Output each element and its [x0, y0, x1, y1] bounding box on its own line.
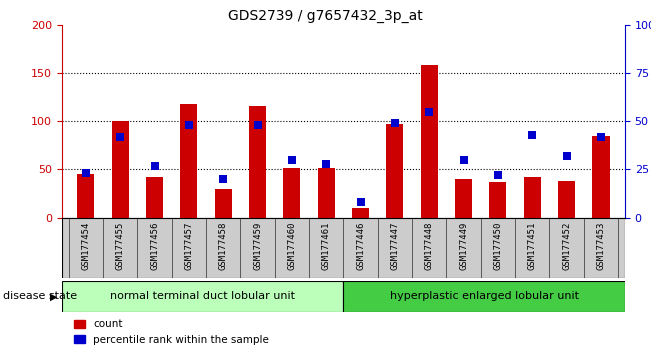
- Bar: [558, 181, 575, 218]
- Point: [81, 171, 91, 176]
- Point: [286, 157, 297, 163]
- Text: GSM177458: GSM177458: [219, 222, 228, 270]
- Bar: [62, 281, 343, 312]
- Point: [321, 161, 331, 166]
- Point: [149, 163, 159, 169]
- Bar: [249, 106, 266, 218]
- Bar: [62, 218, 625, 278]
- Text: GSM177453: GSM177453: [596, 222, 605, 270]
- Bar: [455, 179, 472, 218]
- Text: GSM177455: GSM177455: [116, 222, 125, 270]
- Text: GSM177451: GSM177451: [528, 222, 537, 270]
- Point: [253, 122, 263, 128]
- Text: disease state: disease state: [3, 291, 77, 302]
- Text: GSM177456: GSM177456: [150, 222, 159, 270]
- Text: GSM177460: GSM177460: [287, 222, 296, 270]
- Text: GSM177457: GSM177457: [184, 222, 193, 270]
- Point: [527, 132, 538, 138]
- Bar: [592, 136, 609, 218]
- Text: ▶: ▶: [50, 291, 58, 302]
- Text: GSM177450: GSM177450: [493, 222, 503, 270]
- Point: [115, 134, 126, 139]
- Bar: [111, 121, 129, 218]
- Point: [390, 120, 400, 126]
- Text: normal terminal duct lobular unit: normal terminal duct lobular unit: [110, 291, 295, 302]
- Bar: [421, 65, 438, 218]
- Legend: count, percentile rank within the sample: count, percentile rank within the sample: [70, 315, 273, 349]
- Bar: [523, 177, 541, 218]
- Point: [355, 199, 366, 205]
- Bar: [146, 177, 163, 218]
- Point: [561, 153, 572, 159]
- Text: GSM177448: GSM177448: [424, 222, 434, 270]
- Bar: [386, 124, 404, 218]
- Bar: [77, 174, 94, 218]
- Text: GSM177459: GSM177459: [253, 222, 262, 270]
- Text: GSM177454: GSM177454: [81, 222, 90, 270]
- Point: [218, 176, 229, 182]
- Bar: [180, 104, 197, 218]
- Bar: [352, 208, 369, 218]
- Text: GSM177449: GSM177449: [459, 222, 468, 270]
- Bar: [215, 189, 232, 218]
- Point: [493, 172, 503, 178]
- Text: GDS2739 / g7657432_3p_at: GDS2739 / g7657432_3p_at: [228, 9, 423, 23]
- Bar: [343, 281, 625, 312]
- Point: [184, 122, 194, 128]
- Bar: [490, 182, 506, 218]
- Point: [424, 109, 434, 114]
- Text: GSM177452: GSM177452: [562, 222, 571, 270]
- Text: GSM177461: GSM177461: [322, 222, 331, 270]
- Bar: [318, 167, 335, 218]
- Bar: [283, 167, 301, 218]
- Text: GSM177447: GSM177447: [391, 222, 400, 270]
- Text: GSM177446: GSM177446: [356, 222, 365, 270]
- Text: hyperplastic enlarged lobular unit: hyperplastic enlarged lobular unit: [390, 291, 579, 302]
- Point: [458, 157, 469, 163]
- Point: [596, 134, 606, 139]
